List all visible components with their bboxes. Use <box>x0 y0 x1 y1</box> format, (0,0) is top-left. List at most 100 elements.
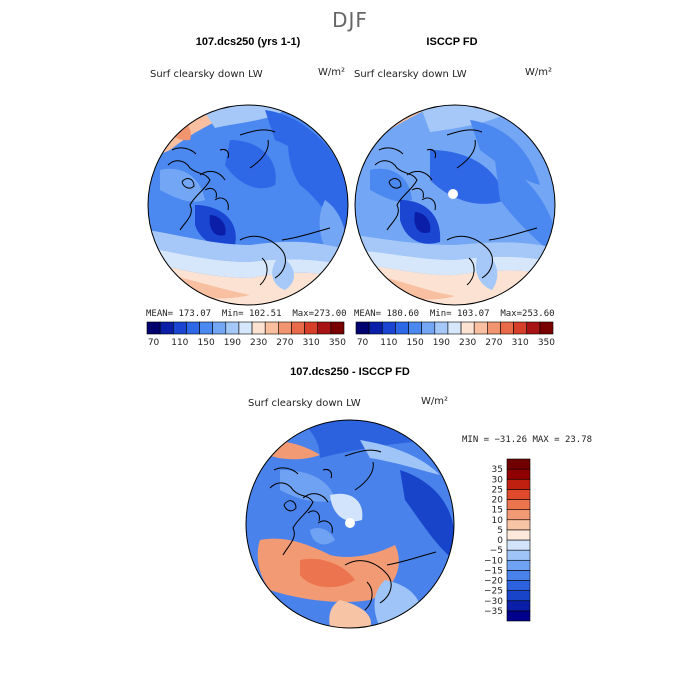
panel2-variable-label: Surf clearsky down LW <box>354 69 467 80</box>
colorbar-tick-label: −35 <box>484 607 503 617</box>
colorbar-tick-label: 350 <box>538 338 555 348</box>
colorbar-swatch <box>251 321 266 335</box>
colorbar-swatch <box>506 610 531 622</box>
colorbar-swatch <box>513 321 528 335</box>
diff-panel-title: 107.dcs250 - ISCCP FD <box>290 366 410 378</box>
colorbar-swatch <box>225 321 240 335</box>
min-label: Min= <box>221 309 244 319</box>
colorbar-tick-label: 35 <box>492 465 503 475</box>
colorbar-swatch <box>330 321 345 335</box>
colorbar-swatch <box>500 321 514 335</box>
colorbar-tick-label: 110 <box>380 338 397 348</box>
colorbar-swatch <box>460 321 475 335</box>
max-label: Max= <box>292 309 315 319</box>
colorbar-tick-label: −10 <box>484 556 503 566</box>
max-value: 273.00 <box>314 309 347 319</box>
colorbar-tick-label: 270 <box>276 338 293 348</box>
colorbar-swatch <box>506 590 531 602</box>
colorbar-tick-label: 30 <box>492 475 504 485</box>
panel2-title: ISCCP FD <box>426 36 478 48</box>
colorbar-swatch <box>146 321 161 335</box>
panel1-map-border <box>147 104 349 306</box>
colorbar-tick-label: 110 <box>171 338 188 348</box>
colorbar-swatch <box>506 529 531 541</box>
colorbar-swatch <box>506 580 531 591</box>
colorbar-swatch <box>199 321 213 335</box>
panel1-map <box>148 105 348 305</box>
colorbar-swatch <box>506 509 531 521</box>
diff-units-label: W/m² <box>421 396 449 407</box>
max-value: 253.60 <box>522 309 555 319</box>
min-value: 102.51 <box>248 309 282 319</box>
colorbar-swatch <box>506 559 531 571</box>
mean-value: 180.60 <box>386 309 420 319</box>
colorbar-swatch <box>368 321 383 335</box>
colorbar-tick-label: 230 <box>250 338 267 348</box>
colorbar-swatch <box>291 321 305 335</box>
colorbar-swatch <box>506 489 531 500</box>
colorbar-tick-label: 270 <box>485 338 502 348</box>
panel2-colorbar: 70 110 150 190 230 270 310 350 <box>355 321 555 348</box>
colorbar-swatch <box>473 321 488 335</box>
colorbar-swatch <box>421 321 436 335</box>
colorbar-swatch <box>447 321 462 335</box>
colorbar-tick-label: −5 <box>490 546 503 556</box>
min-value: 103.07 <box>456 309 490 319</box>
colorbar-swatch <box>506 458 531 470</box>
colorbar-swatch <box>408 321 422 335</box>
colorbar-tick-label: 70 <box>357 338 369 348</box>
min-label: Min= <box>429 309 452 319</box>
diff-map-border <box>245 419 455 629</box>
colorbar-swatch <box>506 519 531 531</box>
colorbar-swatch <box>212 321 227 335</box>
colorbar-tick-label: 5 <box>497 526 503 536</box>
colorbar-swatch <box>526 321 541 335</box>
panel2-map-border <box>354 104 556 306</box>
colorbar-tick-label: 230 <box>459 338 476 348</box>
colorbar-swatch <box>506 478 531 490</box>
figure-title: DJF <box>332 8 368 32</box>
colorbar-swatch <box>487 321 501 335</box>
colorbar-tick-label: 190 <box>224 338 241 348</box>
colorbar-swatch <box>506 539 531 551</box>
colorbar-swatch <box>506 549 531 561</box>
panel2-map <box>355 105 555 305</box>
colorbar-swatch <box>506 600 531 612</box>
mean-label: MEAN= <box>146 309 174 319</box>
colorbar-tick-label: 20 <box>492 496 504 506</box>
colorbar-tick-label: 0 <box>497 536 503 546</box>
panel2-stats: MEAN= 180.60 Min= 103.07 Max=253.60 <box>354 309 555 319</box>
colorbar-swatch <box>506 570 531 581</box>
colorbar-tick-label: −15 <box>484 566 503 576</box>
max-label: Max= <box>500 309 523 319</box>
colorbar-tick-label: −30 <box>484 597 503 607</box>
colorbar-tick-label: 190 <box>433 338 450 348</box>
diff-map <box>246 420 454 628</box>
colorbar-tick-label: 150 <box>407 338 424 348</box>
colorbar-tick-label: −20 <box>484 577 503 587</box>
colorbar-tick-label: 310 <box>303 338 320 348</box>
colorbar-tick-label: −25 <box>484 587 503 597</box>
colorbar-swatch <box>434 321 449 335</box>
missing-data-pole <box>345 518 355 528</box>
colorbar-tick-label: 310 <box>512 338 529 348</box>
colorbar-swatch <box>381 321 396 335</box>
colorbar-tick-label: 15 <box>492 506 503 516</box>
colorbar-swatch <box>506 499 531 510</box>
colorbar-tick-label: 10 <box>492 516 504 526</box>
panel1-units-label: W/m² <box>318 67 346 78</box>
colorbar-tick-label: 350 <box>329 338 346 348</box>
diff-variable-label: Surf clearsky down LW <box>248 398 361 409</box>
colorbar-swatch <box>539 321 554 335</box>
colorbar-swatch <box>159 321 174 335</box>
mean-label: MEAN= <box>354 309 382 319</box>
panel1-colorbar: 70 110 150 190 230 270 310 350 <box>146 321 346 348</box>
diff-stats: MIN = −31.26 MAX = 23.78 <box>462 435 593 445</box>
panel2-units-label: W/m² <box>525 67 553 78</box>
colorbar-swatch <box>355 321 370 335</box>
colorbar-tick-label: 70 <box>148 338 160 348</box>
colorbar-swatch <box>278 321 292 335</box>
colorbar-swatch <box>186 321 200 335</box>
colorbar-swatch <box>264 321 279 335</box>
